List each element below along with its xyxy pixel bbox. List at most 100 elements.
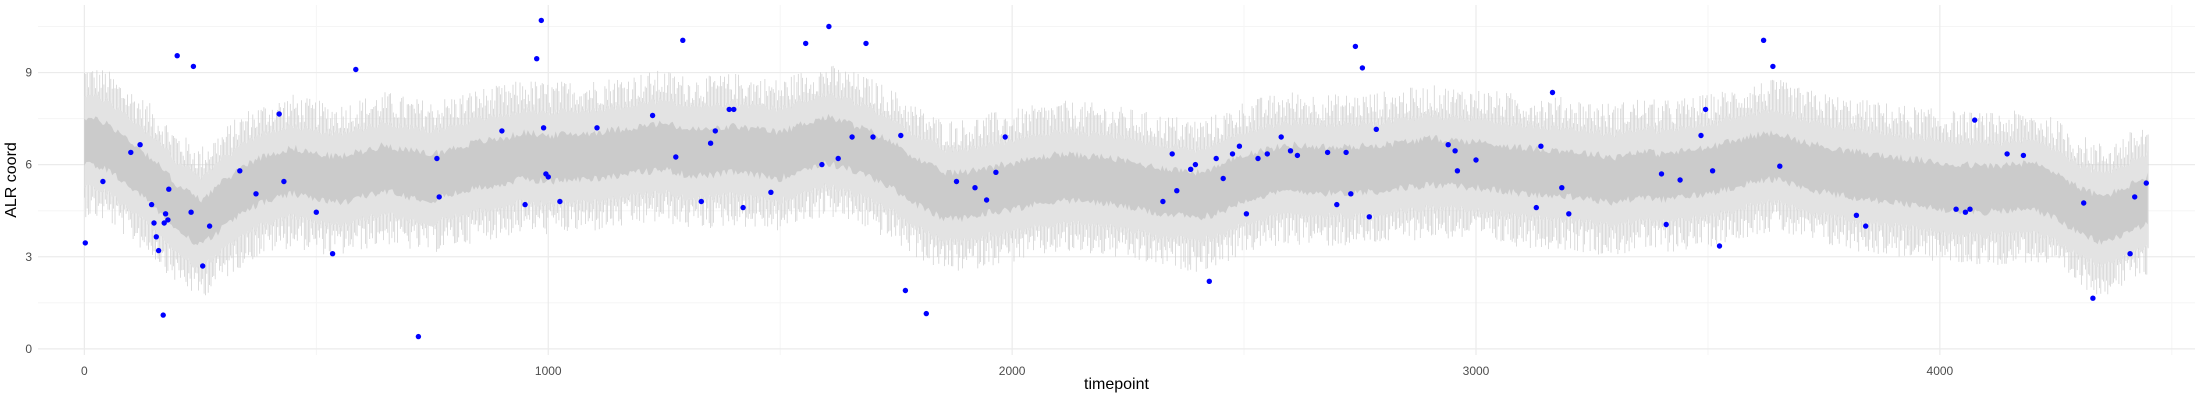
data-point	[993, 169, 999, 175]
data-point	[276, 111, 282, 117]
data-point	[1702, 106, 1709, 113]
y-axis-title: ALR coord	[3, 142, 20, 218]
data-point	[148, 201, 155, 208]
data-point	[2132, 194, 2138, 200]
data-point	[128, 149, 134, 156]
data-point	[740, 204, 746, 211]
data-point	[1663, 221, 1669, 228]
x-tick-label: 2000	[999, 364, 1026, 378]
data-point	[190, 63, 197, 70]
data-point	[1366, 214, 1373, 220]
inner-credible-band	[84, 113, 2148, 246]
data-point	[1760, 37, 1767, 43]
data-point	[870, 134, 876, 140]
data-point	[1278, 134, 1284, 140]
data-point	[174, 53, 180, 59]
data-point	[2004, 151, 2010, 157]
data-point	[540, 125, 547, 131]
data-point	[1160, 198, 1166, 205]
data-point	[673, 154, 679, 160]
data-point	[1294, 152, 1301, 159]
data-point	[1953, 206, 1959, 212]
data-point	[953, 178, 960, 185]
data-point	[206, 223, 213, 229]
data-point	[1972, 117, 1978, 123]
data-point	[1454, 168, 1461, 174]
y-tick-label: 0	[25, 342, 32, 356]
observed-points	[82, 17, 2149, 340]
data-point	[1863, 223, 1869, 229]
data-point	[415, 333, 422, 340]
data-point	[1229, 151, 1236, 157]
y-tick-label: 6	[25, 158, 32, 172]
data-point	[2143, 180, 2149, 186]
data-point	[1192, 161, 1199, 168]
data-point	[155, 247, 162, 254]
data-point	[835, 155, 841, 162]
data-point	[863, 40, 869, 47]
data-point	[313, 209, 319, 215]
data-point	[707, 140, 714, 146]
data-point	[1658, 171, 1665, 177]
data-point	[434, 155, 440, 162]
data-point	[849, 134, 855, 140]
data-point	[200, 263, 206, 269]
data-point	[1473, 157, 1479, 163]
data-point	[1967, 206, 1973, 212]
data-point	[1348, 191, 1354, 197]
data-point	[160, 312, 166, 318]
x-tick-label: 1000	[535, 364, 562, 378]
data-point	[1287, 148, 1294, 154]
data-point	[161, 220, 167, 226]
y-tick-label: 9	[25, 66, 32, 80]
data-point	[1352, 43, 1359, 50]
data-point	[898, 132, 904, 139]
data-point	[923, 310, 929, 317]
data-point	[1709, 168, 1716, 174]
data-point	[1538, 143, 1544, 149]
data-point	[649, 112, 656, 119]
data-point	[137, 142, 143, 148]
data-point	[731, 106, 737, 113]
y-axis-tick-labels: 0 3 6 9	[25, 66, 32, 356]
data-point	[2020, 152, 2027, 159]
data-point	[151, 220, 157, 226]
data-point	[1549, 89, 1556, 96]
data-point	[162, 211, 169, 217]
data-point	[253, 191, 259, 197]
data-point	[545, 174, 551, 180]
data-point	[1566, 211, 1572, 217]
data-point	[1243, 211, 1250, 217]
data-point	[1373, 126, 1380, 132]
data-point	[726, 106, 732, 113]
data-point	[2081, 200, 2087, 206]
data-point	[1264, 151, 1271, 157]
data-point	[712, 128, 718, 134]
data-point	[1343, 149, 1349, 156]
data-point	[237, 168, 243, 174]
data-point	[166, 186, 172, 192]
x-tick-label: 0	[81, 364, 88, 378]
data-point	[353, 66, 359, 73]
data-point	[698, 198, 704, 205]
data-point	[1853, 212, 1860, 218]
data-point	[1220, 175, 1226, 182]
data-point	[1962, 209, 1969, 215]
data-point	[803, 40, 809, 47]
data-point	[1236, 143, 1243, 149]
data-point	[82, 240, 89, 246]
data-point	[1213, 155, 1219, 162]
data-point	[1770, 63, 1776, 70]
data-point	[1698, 132, 1704, 139]
data-point	[972, 185, 978, 191]
data-point	[902, 287, 909, 294]
x-tick-label: 3000	[1463, 364, 1490, 378]
data-point	[1452, 148, 1458, 154]
data-point	[1255, 155, 1261, 162]
data-point	[983, 197, 990, 203]
x-axis-title: timepoint	[1084, 376, 1149, 393]
data-point	[100, 178, 106, 185]
x-axis-tick-labels: 0 1000 2000 3000 4000	[81, 364, 1953, 378]
data-point	[1174, 188, 1180, 194]
data-point	[1559, 185, 1565, 191]
